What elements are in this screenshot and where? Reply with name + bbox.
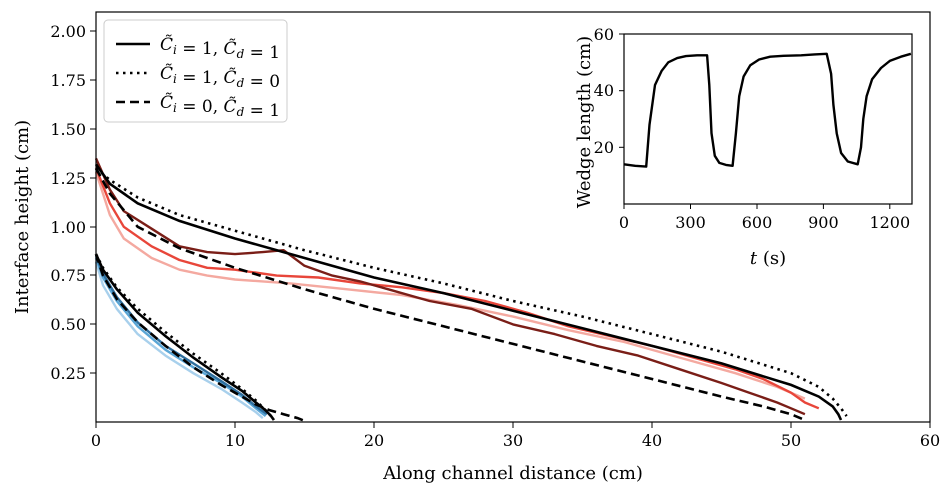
main-y-tick-label: 1.50: [50, 120, 86, 139]
main-y-axis: 0.25 0.50 0.75 1.00 1.25 1.50 1.75 2.00 …: [12, 22, 96, 383]
inset-y-tick-label: 40: [594, 81, 614, 100]
inset-y-tick-label: 20: [594, 138, 614, 157]
main-y-tick-label: 0.50: [50, 315, 86, 334]
legend: C̃i = 1, C̃d = 1 C̃i = 1, C̃d = 0 C̃i = …: [103, 19, 288, 123]
main-x-tick-label: 40: [642, 431, 662, 450]
main-y-tick-label: 1.25: [50, 169, 86, 188]
inset-wedge-length-series: [623, 52, 912, 168]
legend-label-dashed: C̃i = 0, C̃d = 1: [160, 93, 280, 121]
inset-background: [624, 34, 912, 204]
inset-y-tick-label: 60: [594, 25, 614, 44]
model-series-dotted-small: [94, 253, 275, 421]
legend-box: [103, 19, 288, 123]
main-x-tick-label: 60: [920, 431, 940, 450]
inset-x-tick-label: 0: [619, 213, 629, 232]
inset-x-axis: 0 300 600 900 1200 t (s): [619, 204, 910, 269]
experiment-series-red-dark: [94, 157, 806, 416]
main-x-tick-label: 20: [364, 431, 384, 450]
inset-x-tick-label: 600: [742, 213, 773, 232]
model-series-solid-large: [94, 163, 843, 421]
main-plot: 0 10 20 30 40 50 60 Along channel distan…: [12, 11, 940, 484]
legend-label-solid: C̃i = 1, C̃d = 1: [160, 35, 280, 63]
inset-plot-data: [623, 52, 912, 168]
model-series-solid-small: [94, 253, 275, 421]
model-series-dotted-large: [95, 167, 848, 417]
inset-y-axis: 20 40 60 Wedge length (cm): [574, 25, 624, 208]
main-y-tick-label: 2.00: [50, 22, 86, 41]
inset-plot-frame: [623, 33, 913, 205]
experiment-series-red-light: [94, 171, 806, 400]
main-plot-data: [94, 157, 848, 424]
main-x-tick-label: 0: [91, 431, 101, 450]
legend-label-dotted: C̃i = 1, C̃d = 0: [160, 64, 280, 92]
inset-x-tick-label: 300: [675, 213, 706, 232]
main-x-tick-label: 50: [781, 431, 801, 450]
inset-y-axis-label: Wedge length (cm): [574, 36, 595, 208]
main-x-axis: 0 10 20 30 40 50 60 Along channel distan…: [91, 422, 940, 484]
inset-x-axis-label: t (s): [750, 248, 786, 269]
main-x-tick-label: 10: [225, 431, 245, 450]
main-x-tick-label: 30: [503, 431, 523, 450]
main-y-tick-label: 1.75: [50, 71, 86, 90]
main-x-axis-label: Along channel distance (cm): [382, 463, 643, 484]
experiment-series-blue-light: [94, 261, 264, 420]
main-y-tick-label: 0.75: [50, 266, 86, 285]
experiment-series-blue-mid: [94, 257, 267, 418]
inset-x-tick-label: 900: [808, 213, 839, 232]
main-y-axis-label: Interface height (cm): [12, 120, 33, 314]
inset-x-tick-label: 1200: [869, 213, 910, 232]
model-series-dashed-small: [94, 253, 308, 424]
model-series-dashed-large: [94, 167, 806, 422]
main-y-tick-label: 1.00: [50, 218, 86, 237]
main-y-tick-label: 0.25: [50, 364, 86, 383]
inset-plot: 0 300 600 900 1200 t (s) 20 40 60 Wedge …: [574, 25, 913, 269]
